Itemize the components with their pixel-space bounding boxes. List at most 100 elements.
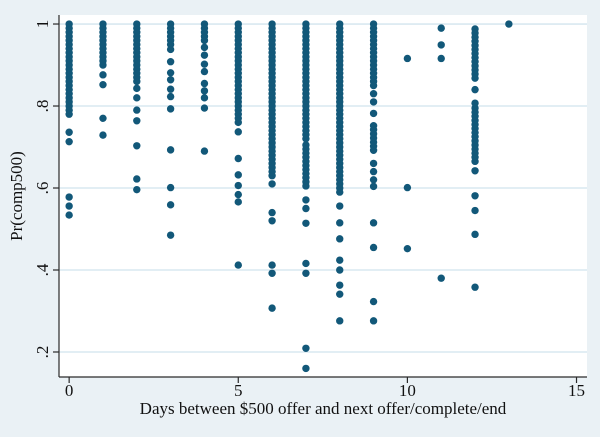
- data-point: [166, 69, 175, 77]
- data-point: [268, 304, 276, 312]
- data-point: [471, 74, 479, 82]
- data-point: [166, 183, 175, 192]
- data-point: [268, 261, 276, 269]
- data-point: [302, 196, 310, 204]
- data-point: [65, 137, 73, 146]
- data-point: [369, 109, 378, 118]
- data-point: [200, 87, 209, 95]
- tick-marks: [53, 23, 578, 383]
- data-point: [302, 219, 310, 227]
- data-point: [268, 208, 276, 217]
- data-point: [369, 159, 378, 168]
- data-point: [268, 217, 276, 225]
- data-point: [369, 219, 378, 227]
- data-point: [336, 266, 344, 274]
- data-point: [133, 94, 141, 102]
- data-point: [166, 105, 175, 113]
- y-tick-label: .4: [33, 263, 52, 277]
- data-point: [234, 181, 242, 190]
- data-point: [99, 114, 107, 123]
- data-point: [166, 231, 175, 239]
- data-point: [437, 41, 445, 49]
- data-point: [471, 283, 479, 291]
- data-point: [268, 180, 276, 188]
- data-point: [200, 104, 209, 112]
- data-point: [166, 92, 175, 101]
- data-point: [403, 54, 412, 63]
- data-point: [234, 171, 242, 179]
- data-point: [437, 274, 445, 282]
- y-axis-title: Pr(comp500): [7, 151, 26, 241]
- data-point: [369, 90, 378, 98]
- data-point: [200, 94, 209, 102]
- data-point: [302, 182, 310, 190]
- data-point: [403, 244, 412, 253]
- y-tick-label: .8: [33, 99, 52, 113]
- data-point: [336, 219, 344, 227]
- data-point: [99, 61, 107, 69]
- data-point: [65, 211, 73, 219]
- data-point: [369, 176, 378, 184]
- data-point: [200, 147, 209, 155]
- data-point: [302, 364, 310, 373]
- data-point: [133, 142, 141, 150]
- x-tick-label: 5: [234, 381, 243, 400]
- data-point: [471, 157, 479, 166]
- data-point: [369, 243, 378, 252]
- data-point: [234, 154, 242, 163]
- data-point: [302, 344, 310, 353]
- data-point: [65, 202, 73, 210]
- data-point: [437, 24, 445, 32]
- data-point: [471, 167, 479, 175]
- x-axis-title: Days between $500 offer and next offer/c…: [139, 399, 507, 418]
- data-point: [200, 43, 209, 52]
- data-point: [437, 54, 445, 63]
- data-point: [166, 201, 175, 209]
- gridlines: [59, 23, 587, 353]
- data-point: [65, 110, 73, 118]
- data-point: [471, 192, 479, 200]
- data-point: [133, 117, 141, 125]
- data-point: [369, 146, 378, 154]
- data-point: [336, 202, 344, 210]
- data-point: [369, 98, 378, 106]
- data-point: [369, 317, 378, 325]
- data-point: [302, 269, 310, 277]
- data-point: [268, 269, 276, 277]
- data-point: [234, 118, 242, 127]
- data-point: [336, 317, 344, 325]
- data-point: [200, 67, 209, 76]
- data-point: [99, 80, 107, 89]
- x-tick-label: 15: [568, 381, 585, 400]
- data-point: [99, 131, 107, 139]
- data-point: [99, 71, 107, 79]
- data-point: [471, 206, 479, 215]
- data-point: [302, 259, 310, 268]
- data-point: [505, 20, 513, 28]
- data-point: [133, 106, 141, 114]
- data-point: [166, 45, 175, 54]
- data-point: [471, 230, 479, 239]
- data-point: [336, 235, 344, 243]
- data-point: [302, 135, 310, 143]
- data-point: [166, 146, 175, 154]
- data-point: [166, 85, 175, 93]
- data-point: [369, 297, 378, 306]
- data-point: [336, 290, 344, 298]
- data-points: [65, 20, 513, 373]
- data-point: [200, 36, 209, 45]
- data-point: [133, 84, 141, 93]
- data-point: [133, 185, 141, 194]
- data-point: [369, 182, 378, 191]
- data-point: [200, 51, 209, 59]
- data-point: [200, 60, 209, 68]
- data-point: [234, 128, 242, 136]
- data-point: [65, 193, 73, 201]
- data-point: [166, 76, 175, 84]
- data-point: [471, 85, 479, 94]
- y-tick-label: 1: [33, 19, 52, 29]
- data-point: [234, 190, 242, 199]
- y-tick-label: .6: [33, 181, 52, 195]
